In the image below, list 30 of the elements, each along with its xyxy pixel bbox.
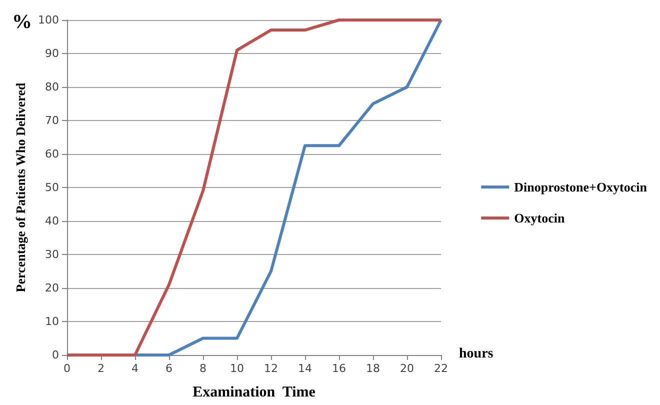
x-tick-label: 4 [132, 362, 138, 375]
y-tick-label: 100 [38, 14, 59, 26]
x-tick-label: 8 [200, 362, 206, 375]
y-tick-label: 40 [45, 214, 59, 228]
y-tick-label: 90 [45, 47, 59, 60]
x-tick-label: 10 [230, 362, 244, 375]
y-tick-label: 10 [45, 315, 59, 328]
y-tick-label: 60 [45, 148, 59, 160]
x-tick-label: 2 [98, 362, 104, 375]
y-tick-label: 70 [45, 114, 59, 127]
y-tick-label: 50 [45, 181, 59, 194]
x-tick-label: 12 [264, 362, 278, 375]
y-tick-label: 30 [45, 248, 59, 261]
y-axis-title: Percentage of Patients Who Delivered [13, 82, 28, 292]
legend-label: Oxytocin [514, 210, 566, 226]
text: % [12, 11, 32, 33]
x-tick-label: 20 [400, 362, 414, 375]
y-tick-label: 20 [45, 282, 59, 294]
x-tick-label: 6 [166, 362, 172, 375]
x-axis-title: Examination Time [192, 384, 316, 400]
x-tick-label: 14 [298, 362, 312, 375]
x-tick-label: 0 [64, 362, 70, 375]
x-tick-label: 16 [332, 362, 346, 375]
text: hours [459, 346, 494, 362]
y-tick-label: 80 [45, 80, 59, 94]
legend-label: Dinoprostone+Oxytocin [514, 180, 648, 194]
x-tick-label: 18 [366, 362, 380, 375]
line-series [66, 18, 442, 356]
y-tick-label: 0 [52, 348, 59, 362]
x-tick-label: 22 [434, 362, 448, 375]
